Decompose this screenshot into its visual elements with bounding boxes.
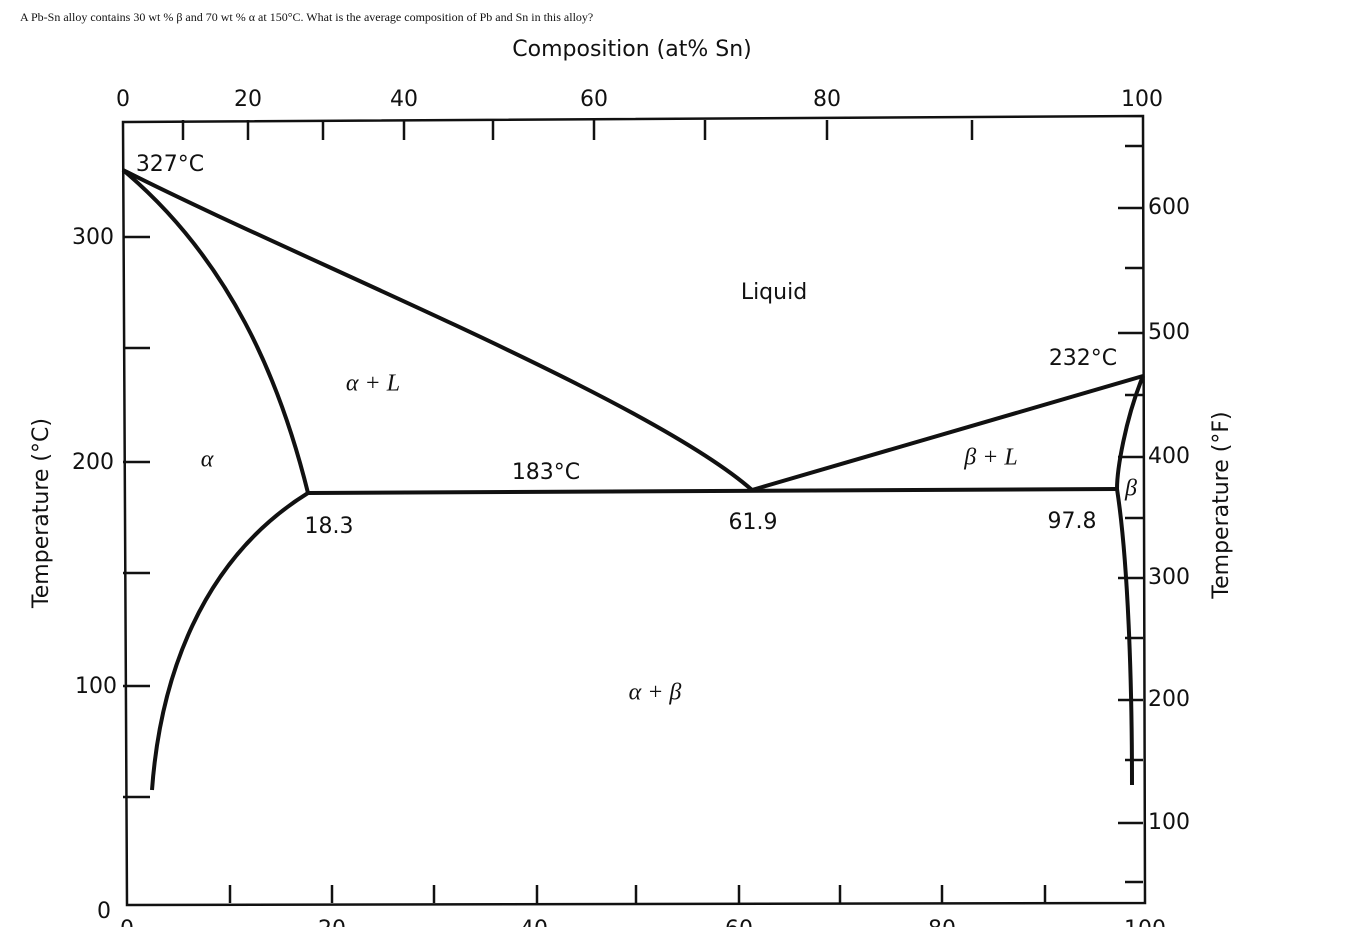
tick-marks — [123, 120, 1143, 903]
right-axis-label: 200 — [1148, 687, 1190, 712]
annotation: 327°C — [136, 152, 204, 177]
annotation: β — [1124, 476, 1137, 502]
top-axis-label: 20 — [234, 87, 262, 112]
top-axis-label: 60 — [580, 87, 608, 112]
annotation: Liquid — [741, 280, 807, 305]
alpha-solidus — [121, 168, 310, 494]
bottom-axis-label: 20 — [318, 917, 346, 927]
annotation: 97.8 — [1048, 509, 1097, 534]
bottom-axis-label: 40 — [520, 917, 548, 927]
annotation: α — [201, 447, 214, 473]
bottom-axis-label: 80 — [928, 917, 956, 927]
bottom-axis-label: 60 — [725, 917, 753, 927]
bottom-axis-label: 0 — [120, 917, 134, 927]
phase-boundaries — [121, 168, 1145, 791]
annotation: β + L — [963, 445, 1018, 471]
eutectic-line — [307, 487, 1118, 495]
annotation: 61.9 — [729, 510, 778, 535]
diagram-title: Composition (at% Sn) — [512, 37, 751, 62]
top-axis-label: 80 — [813, 87, 841, 112]
right-axis-label: 500 — [1148, 320, 1190, 345]
top-axis-label: 0 — [116, 87, 130, 112]
right-axis-label: 400 — [1148, 444, 1190, 469]
top-axis-label: 100 — [1121, 87, 1163, 112]
left-axis-label: 100 — [75, 674, 117, 699]
top-axis-label: 40 — [390, 87, 418, 112]
right-axis-label: 600 — [1148, 195, 1190, 220]
left-axis-label: 200 — [72, 450, 114, 475]
left-axis-label: 300 — [72, 225, 114, 250]
annotation: α + L — [346, 371, 400, 397]
right-axis-label: 100 — [1148, 810, 1190, 835]
annotation: 18.3 — [305, 514, 354, 539]
question: A Pb-Sn alloy contains 30 wt % β and 70 … — [20, 10, 593, 24]
liquidus-left — [122, 168, 754, 492]
bottom-axis-label: 100 — [1124, 917, 1166, 927]
left-axis-label: 0 — [97, 899, 111, 924]
annotation: 232°C — [1049, 346, 1117, 371]
liquidus-right — [751, 374, 1144, 492]
alpha-solvus — [150, 491, 310, 791]
beta-boundary — [1114, 375, 1145, 786]
left-axis-title: Temperature (°C) — [29, 418, 54, 609]
right-axis-label: 300 — [1148, 565, 1190, 590]
frame — [121, 114, 1147, 907]
right-axis-title: Temperature (°F) — [1209, 411, 1234, 599]
annotation: 183°C — [512, 460, 580, 485]
annotation: α + β — [629, 680, 682, 706]
plot-box — [121, 114, 1147, 907]
